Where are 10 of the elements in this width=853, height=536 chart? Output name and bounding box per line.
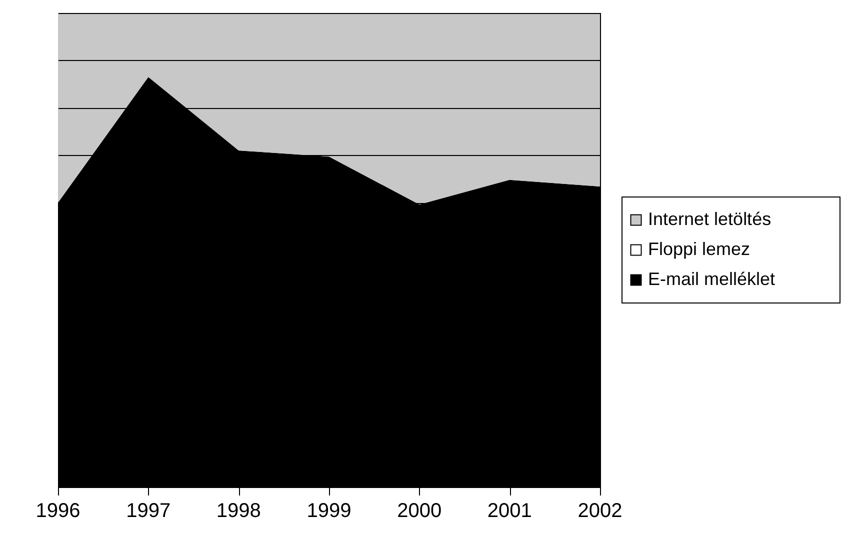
x-tick-label: 1998 bbox=[216, 500, 261, 522]
legend-label: Internet letöltés bbox=[648, 209, 772, 229]
x-tick-label: 2000 bbox=[397, 500, 442, 522]
x-tick-label: 2002 bbox=[578, 500, 622, 522]
legend-label: Floppi lemez bbox=[648, 239, 750, 259]
x-tick-label: 2001 bbox=[487, 500, 532, 522]
x-tick-label: 1999 bbox=[306, 500, 352, 522]
legend-label: E-mail melléklet bbox=[648, 269, 776, 289]
x-tick-label: 1997 bbox=[126, 500, 171, 522]
x-tick-label: 1996 bbox=[36, 500, 80, 522]
